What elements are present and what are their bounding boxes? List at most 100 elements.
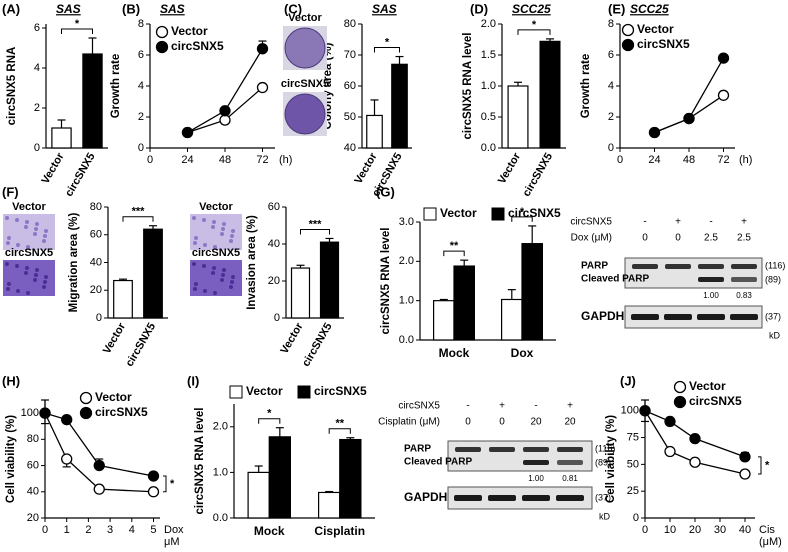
x-tick-label: 0 (617, 154, 623, 166)
y-tick-label: 40 (268, 238, 280, 250)
y-axis-label: Cell viability (%) (605, 415, 617, 503)
legend-label: circSNX5 (95, 405, 148, 419)
y-tick-label: 2 (608, 111, 614, 123)
lane-label: + (499, 401, 505, 412)
y-tick-label: 6 (34, 22, 40, 34)
x-axis-label: (h) (279, 154, 292, 166)
y-tick-label: 0 (138, 142, 144, 154)
y-tick-label: 50 (627, 458, 639, 470)
legend-label: circSNX5 (689, 394, 742, 408)
lane-label: + (567, 401, 573, 412)
data-point (739, 468, 751, 480)
band (665, 264, 691, 269)
cell (193, 287, 197, 291)
y-tick-label: 4 (608, 80, 614, 92)
y-tick-label: 25 (627, 485, 639, 497)
blot-row-label: Cisplatin (μM) (378, 417, 440, 428)
panel-label: (J) (620, 373, 636, 388)
cell (193, 241, 197, 245)
legend-marker (155, 40, 169, 54)
band (489, 447, 515, 452)
x-tick-label: 24 (181, 154, 193, 166)
chart-title: SAS (160, 2, 185, 16)
data-point (683, 112, 695, 125)
x-tick-label: 24 (648, 154, 660, 166)
cell (202, 264, 206, 268)
bar (318, 491, 341, 519)
x-axis-label: Cis (759, 524, 775, 536)
bar (51, 127, 72, 149)
y-tick-label: 2 (138, 111, 144, 123)
significance: * (267, 408, 272, 420)
data-point (689, 432, 701, 445)
significance: * (170, 478, 175, 490)
cell (220, 278, 224, 282)
x-tick-label: 30 (714, 524, 726, 536)
band (488, 495, 516, 501)
x-tick-label: 40 (739, 524, 751, 536)
lane-label: + (741, 217, 747, 228)
y-axis-label: Growth rate (110, 54, 122, 119)
size-label: (89) (595, 457, 611, 467)
significance-bracket (758, 456, 762, 475)
chart-title: SCC25 (512, 2, 551, 16)
cell (26, 291, 30, 295)
y-tick-label: 100 (621, 405, 639, 417)
x-tick-label: 4 (129, 524, 135, 536)
cell (25, 266, 29, 270)
chart-title: SAS (56, 2, 81, 16)
error-bar (275, 427, 284, 437)
lane-label: 0 (675, 233, 681, 244)
lane-label: - (709, 217, 712, 228)
cell (229, 285, 233, 289)
blot-membrane (624, 305, 763, 329)
cell (44, 275, 48, 279)
y-tick-label: 80 (27, 433, 39, 445)
bar (433, 300, 455, 341)
band (664, 314, 692, 320)
cell (6, 287, 10, 291)
bar (319, 241, 340, 319)
cell (221, 227, 225, 231)
x-tick-label: 0 (42, 524, 48, 536)
x-tick-label: 20 (689, 524, 701, 536)
band-label: Cleaved PARP (581, 274, 650, 285)
image-label: circSNX5 (192, 247, 240, 259)
series-line (44, 412, 154, 477)
x-tick-label: Mock (439, 346, 470, 360)
error-bar (119, 278, 127, 281)
lane-label: + (675, 217, 681, 228)
error-bar (57, 119, 66, 128)
x-axis-unit: (μM) (759, 536, 782, 548)
panel-label: (A) (2, 1, 20, 16)
chart-title: SCC25 (630, 2, 669, 16)
data-point (181, 126, 194, 139)
x-tick-label: 72 (256, 154, 268, 166)
legend-marker (79, 391, 93, 405)
y-tick-label: 60 (27, 459, 39, 471)
y-tick-label: 60 (268, 201, 280, 213)
y-tick-label: 20 (268, 275, 280, 287)
band (455, 447, 481, 452)
cell (16, 243, 20, 247)
cell (203, 243, 207, 247)
cell (231, 229, 235, 233)
y-tick-label: 0.0 (399, 334, 414, 346)
x-tick-label: Vector (101, 320, 129, 356)
x-tick-label: Dox (511, 346, 534, 360)
bar (143, 228, 163, 319)
bar (113, 279, 133, 319)
size-label: (37) (595, 492, 611, 502)
blot-membrane (447, 486, 593, 510)
band (697, 314, 725, 320)
data-point (219, 105, 231, 117)
lane-label: 2.5 (737, 233, 751, 244)
cell (212, 220, 216, 224)
data-point (256, 43, 269, 55)
band-label: PARP (404, 444, 431, 455)
y-axis-label: Migration area (%) (68, 212, 80, 312)
legend-swatch (491, 207, 505, 221)
blot-membrane (624, 257, 763, 289)
cell (211, 271, 215, 275)
y-axis-label: circSNX5 RNA (6, 47, 18, 126)
